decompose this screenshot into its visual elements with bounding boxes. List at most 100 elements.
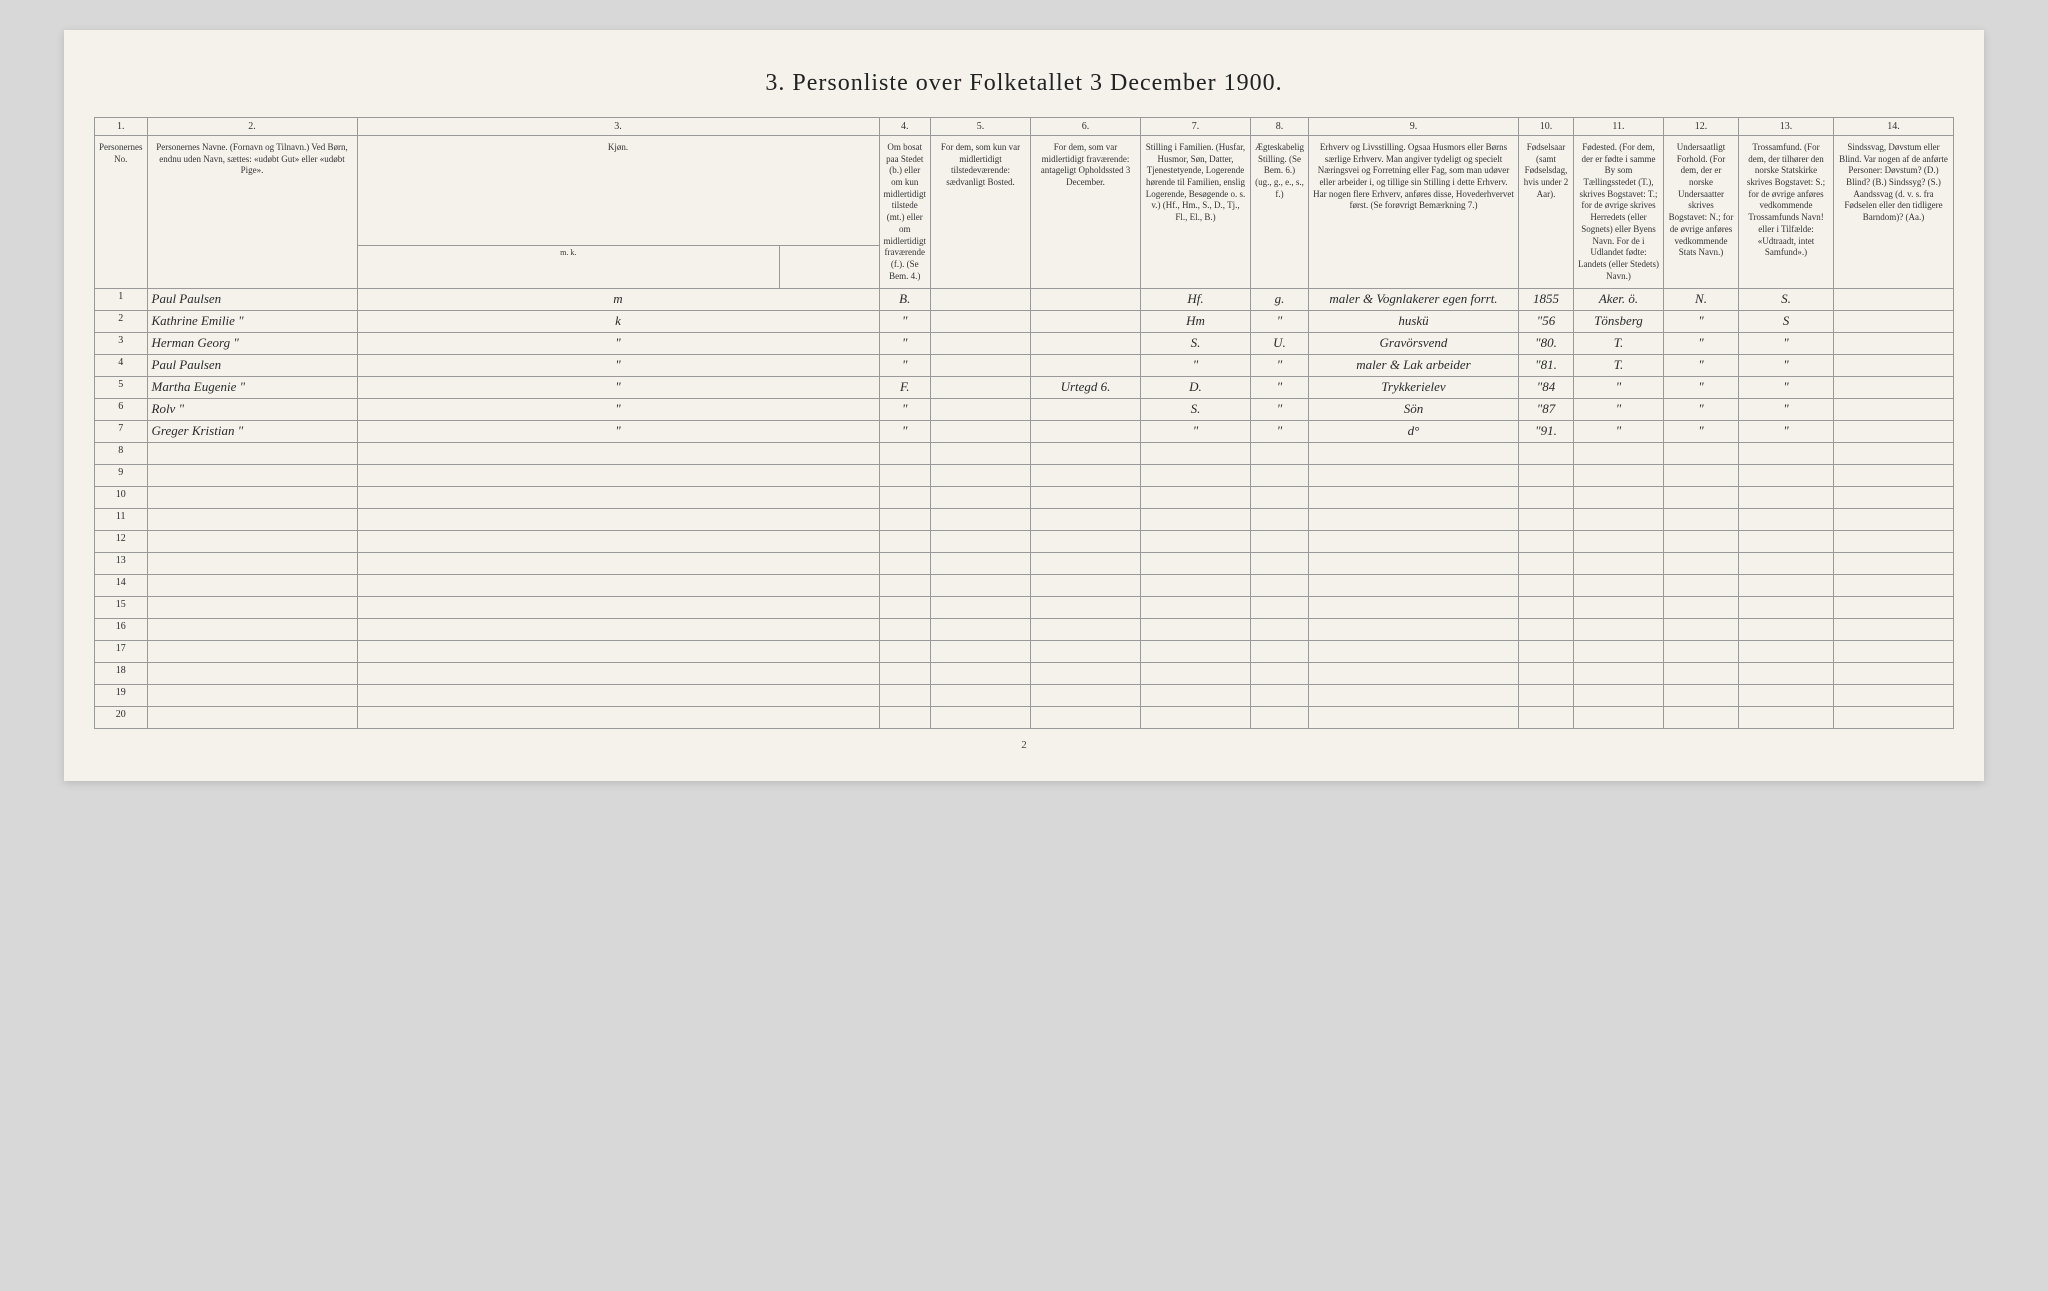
cell-sind <box>1834 597 1954 619</box>
table-body: 1Paul PaulsenmB.Hf.g.maler & Vognlakerer… <box>95 289 1954 729</box>
cell-name: Paul Paulsen <box>147 355 357 377</box>
cell-stilling <box>1141 465 1251 487</box>
cell-sind <box>1834 663 1954 685</box>
cell-kjon <box>357 553 879 575</box>
cell-fravaer <box>1031 333 1141 355</box>
cell-fodested <box>1574 641 1664 663</box>
table-row: 4Paul Paulsen""""maler & Lak arbeider"81… <box>95 355 1954 377</box>
cell-sind <box>1834 465 1954 487</box>
cell-tros <box>1739 707 1834 729</box>
cell-num: 13 <box>95 553 148 575</box>
cell-kjon <box>357 707 879 729</box>
cell-stilling <box>1141 685 1251 707</box>
cell-sind <box>1834 333 1954 355</box>
cell-tilstede <box>931 531 1031 553</box>
cell-name <box>147 685 357 707</box>
cell-tros: " <box>1739 399 1834 421</box>
cell-kjon: k <box>357 311 879 333</box>
cell-kjon: m <box>357 289 879 311</box>
cell-name: Martha Eugenie " <box>147 377 357 399</box>
table-row: 3Herman Georg """S.U.Gravörsvend"80.T."" <box>95 333 1954 355</box>
cell-tros: S <box>1739 311 1834 333</box>
colnum-7: 7. <box>1141 118 1251 136</box>
header-sind: Sindssvag, Døvstum eller Blind. Var noge… <box>1834 136 1954 289</box>
cell-fodested <box>1574 553 1664 575</box>
cell-tilstede <box>931 553 1031 575</box>
cell-stilling <box>1141 619 1251 641</box>
header-tros: Trossamfund. (For dem, der tilhører den … <box>1739 136 1834 289</box>
colnum-9: 9. <box>1309 118 1519 136</box>
cell-erhverv <box>1309 663 1519 685</box>
cell-fravaer <box>1031 443 1141 465</box>
cell-stilling: S. <box>1141 333 1251 355</box>
cell-erhverv <box>1309 707 1519 729</box>
cell-tros: S. <box>1739 289 1834 311</box>
cell-name <box>147 597 357 619</box>
cell-fodested: T. <box>1574 355 1664 377</box>
cell-num: 9 <box>95 465 148 487</box>
cell-undersaat <box>1664 707 1739 729</box>
header-egte: Ægteskabelig Stilling. (Se Bem. 6.) (ug.… <box>1251 136 1309 289</box>
cell-fodested <box>1574 443 1664 465</box>
cell-egte <box>1251 663 1309 685</box>
cell-kjon: " <box>357 355 879 377</box>
cell-num: 5 <box>95 377 148 399</box>
header-fodsel: Fødselsaar (samt Fødselsdag, hvis under … <box>1519 136 1574 289</box>
cell-name <box>147 487 357 509</box>
cell-sind <box>1834 619 1954 641</box>
cell-tros <box>1739 597 1834 619</box>
cell-fravaer <box>1031 575 1141 597</box>
cell-tros <box>1739 487 1834 509</box>
cell-egte: " <box>1251 355 1309 377</box>
cell-egte <box>1251 641 1309 663</box>
cell-egte <box>1251 531 1309 553</box>
table-row: 17 <box>95 641 1954 663</box>
cell-sind <box>1834 487 1954 509</box>
cell-bosat <box>879 641 931 663</box>
cell-tilstede <box>931 575 1031 597</box>
cell-stilling <box>1141 443 1251 465</box>
cell-stilling: Hm <box>1141 311 1251 333</box>
cell-undersaat <box>1664 487 1739 509</box>
cell-tilstede <box>931 663 1031 685</box>
cell-stilling <box>1141 531 1251 553</box>
colnum-1: 1. <box>95 118 148 136</box>
cell-erhverv: maler & Vognlakerer egen forrt. <box>1309 289 1519 311</box>
cell-fodsel <box>1519 465 1574 487</box>
cell-kjon: " <box>357 333 879 355</box>
cell-fodsel <box>1519 597 1574 619</box>
cell-kjon <box>357 685 879 707</box>
cell-undersaat <box>1664 531 1739 553</box>
cell-num: 16 <box>95 619 148 641</box>
cell-sind <box>1834 355 1954 377</box>
cell-tros <box>1739 553 1834 575</box>
cell-fodested <box>1574 685 1664 707</box>
header-tilstede: For dem, som kun var midlertidigt tilste… <box>931 136 1031 289</box>
cell-tilstede <box>931 289 1031 311</box>
cell-tilstede <box>931 421 1031 443</box>
cell-fodested <box>1574 597 1664 619</box>
cell-sind <box>1834 685 1954 707</box>
cell-fodested <box>1574 619 1664 641</box>
cell-egte <box>1251 575 1309 597</box>
header-stilling: Stilling i Familien. (Husfar, Husmor, Sø… <box>1141 136 1251 289</box>
cell-erhverv <box>1309 597 1519 619</box>
cell-stilling <box>1141 575 1251 597</box>
cell-erhverv: Sön <box>1309 399 1519 421</box>
table-row: 1Paul PaulsenmB.Hf.g.maler & Vognlakerer… <box>95 289 1954 311</box>
cell-sind <box>1834 311 1954 333</box>
cell-undersaat <box>1664 597 1739 619</box>
cell-erhverv <box>1309 685 1519 707</box>
cell-fodsel: 1855 <box>1519 289 1574 311</box>
cell-name <box>147 663 357 685</box>
cell-undersaat <box>1664 443 1739 465</box>
cell-tros: " <box>1739 377 1834 399</box>
cell-kjon <box>357 465 879 487</box>
header-erhverv: Erhverv og Livsstilling. Ogsaa Husmors e… <box>1309 136 1519 289</box>
cell-fravaer <box>1031 289 1141 311</box>
cell-fodested: T. <box>1574 333 1664 355</box>
cell-kjon <box>357 487 879 509</box>
census-table: 1. 2. 3. 4. 5. 6. 7. 8. 9. 10. 11. 12. 1… <box>94 117 1954 729</box>
header-fravaer: For dem, som var midlertidigt fraværende… <box>1031 136 1141 289</box>
cell-sind <box>1834 443 1954 465</box>
